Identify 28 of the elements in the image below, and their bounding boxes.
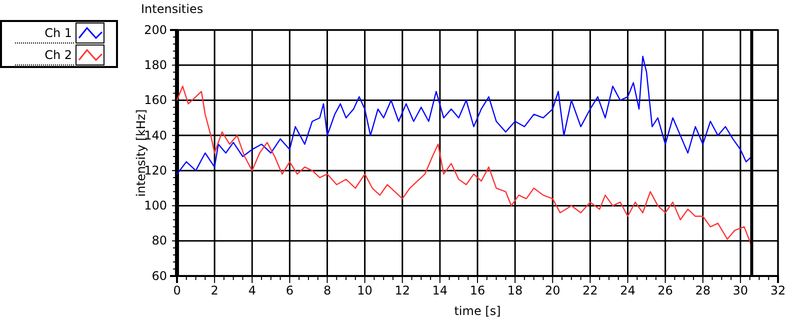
y-tick-label: 200 [144, 22, 167, 37]
y-tick-label: 60 [152, 268, 167, 283]
line-series [176, 56, 752, 175]
x-tick-label: 30 [732, 284, 748, 298]
legend-label: Ch 1 [44, 26, 72, 40]
x-tick-label: 18 [507, 284, 523, 298]
x-tick-label: 12 [394, 284, 410, 298]
x-tick-label: 4 [248, 284, 256, 298]
x-tick-label: 32 [770, 284, 786, 298]
x-tick-label: 28 [695, 284, 711, 298]
x-tick-label: 22 [582, 284, 598, 298]
x-tick-label: 16 [470, 284, 486, 298]
x-tick-label: 26 [658, 284, 673, 298]
x-tick-label: 24 [620, 284, 636, 298]
y-tick-label: 160 [144, 93, 167, 108]
x-tick-label: 10 [357, 284, 372, 298]
x-tick-label: 20 [544, 284, 560, 298]
x-tick-label: 6 [286, 284, 294, 298]
x-tick-label: 8 [323, 284, 332, 298]
x-tick-label: 14 [432, 284, 448, 298]
x-axis-title: time [s] [454, 304, 501, 318]
y-tick-label: 80 [152, 234, 167, 248]
x-tick-label: 0 [173, 284, 181, 298]
y-tick-label: 100 [144, 198, 167, 213]
x-tick-label: 2 [210, 284, 218, 298]
legend-label: Ch 2 [44, 48, 72, 62]
y-tick-label: 180 [144, 58, 167, 72]
chart-title: Intensities [141, 2, 204, 16]
